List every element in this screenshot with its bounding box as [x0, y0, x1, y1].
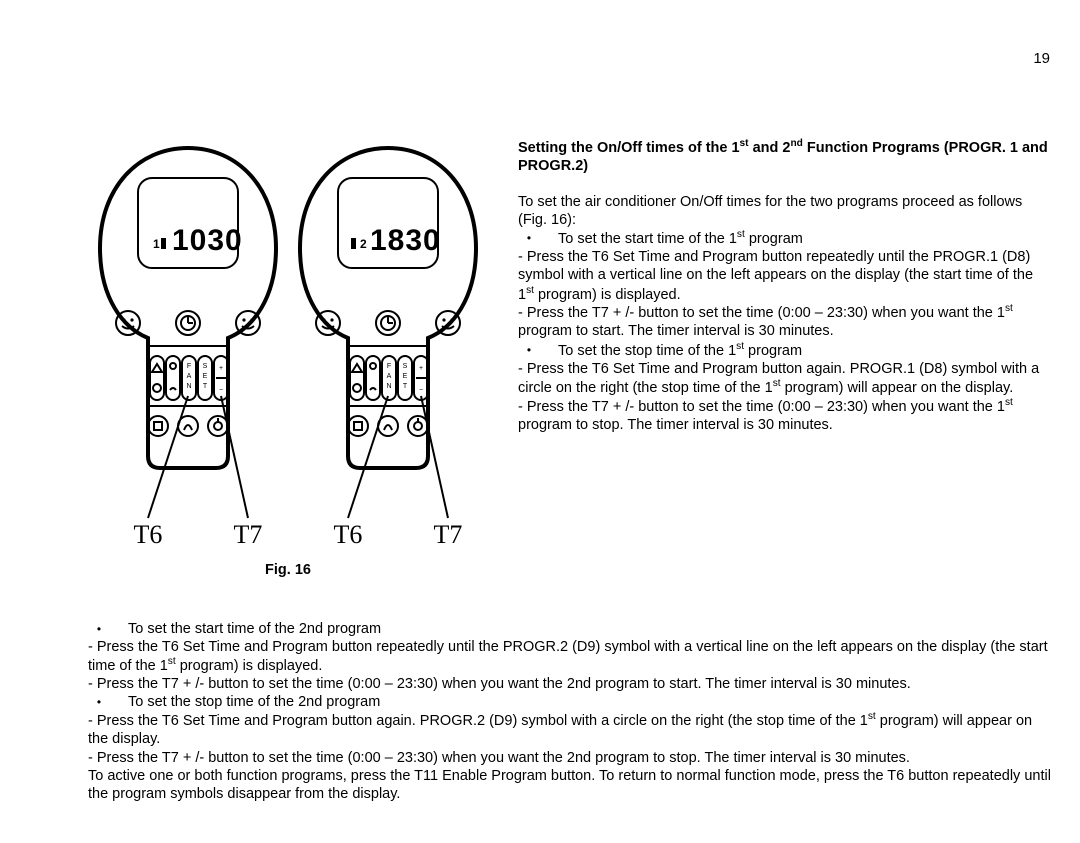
bullet-text: To set the stop time of the 2nd program — [128, 693, 380, 711]
paragraph-text: program to start. The timer interval is … — [518, 323, 834, 339]
paragraph-text: program to stop. The timer interval is 3… — [518, 417, 833, 433]
left-t7-label: T7 — [234, 520, 263, 549]
bullet-text: To set the start time of the 1 — [558, 231, 737, 247]
bullet-sup: st — [736, 341, 744, 352]
heading-part: Setting the On/Off times of the 1 — [518, 140, 740, 156]
bullet-text: program — [744, 342, 802, 358]
paragraph: - Press the T7 + /- button to set the ti… — [88, 749, 1052, 767]
right-lcd-value: 1830 — [370, 224, 441, 257]
right-t6-label: T6 — [334, 520, 363, 549]
top-row: F A N S E T + − — [88, 138, 1052, 578]
paragraph: - Press the T6 Set Time and Program butt… — [88, 638, 1052, 675]
bullet-3: • To set the start time of the 2nd progr… — [88, 620, 1052, 638]
figure-16-illustration: F A N S E T + − — [88, 138, 488, 558]
left-t6-label: T6 — [134, 520, 163, 549]
paragraph-text: program) is displayed. — [534, 286, 681, 302]
section-heading: Setting the On/Off times of the 1st and … — [518, 138, 1052, 175]
paragraph-sup: st — [526, 285, 534, 296]
paragraph: - Press the T7 + /- button to set the ti… — [88, 675, 1052, 693]
paragraph: - Press the T6 Set Time and Program butt… — [518, 360, 1052, 397]
bullet-text: To set the start time of the 2nd program — [128, 620, 381, 638]
bullet-icon: • — [518, 229, 540, 247]
paragraph: - Press the T7 + /- button to set the ti… — [518, 397, 1052, 434]
heading-part: and 2 — [749, 140, 791, 156]
figure-caption: Fig. 16 — [88, 562, 488, 578]
paragraph: To active one or both function programs,… — [88, 767, 1052, 803]
paragraph-sup: st — [773, 378, 781, 389]
right-lcd-indicator: 2 — [360, 237, 367, 251]
manual-page: 19 — [0, 0, 1080, 843]
left-lcd-value: 1030 — [172, 224, 243, 257]
bullet-1: • To set the start time of the 1st progr… — [518, 229, 1052, 248]
paragraph-text: - Press the T6 Set Time and Program butt… — [88, 713, 868, 729]
paragraph: - Press the T7 + /- button to set the ti… — [518, 303, 1052, 340]
intro-paragraph: To set the air conditioner On/Off times … — [518, 193, 1052, 229]
bullet-icon: • — [88, 693, 110, 711]
paragraph: - Press the T6 Set Time and Program butt… — [88, 711, 1052, 748]
left-lcd-indicator: 1 — [153, 237, 160, 251]
heading-sup: nd — [790, 138, 802, 149]
heading-sup: st — [740, 138, 749, 149]
paragraph-sup: st — [168, 656, 176, 667]
right-t7-label: T7 — [434, 520, 463, 549]
instructions-right-column: Setting the On/Off times of the 1st and … — [518, 138, 1052, 434]
bullet-4: • To set the stop time of the 2nd progra… — [88, 693, 1052, 711]
paragraph-sup: st — [868, 711, 876, 722]
bullet-icon: • — [518, 341, 540, 359]
bullet-sup: st — [737, 229, 745, 240]
paragraph-text: program) is displayed. — [176, 658, 323, 674]
paragraph: - Press the T6 Set Time and Program butt… — [518, 248, 1052, 303]
instructions-bottom: • To set the start time of the 2nd progr… — [88, 620, 1052, 803]
bullet-text: To set the stop time of the 1 — [558, 342, 736, 358]
bullet-2: • To set the stop time of the 1st progra… — [518, 341, 1052, 360]
paragraph-text: - Press the T7 + /- button to set the ti… — [518, 305, 1005, 321]
paragraph-text: program) will appear on the display. — [781, 379, 1014, 395]
bullet-text: program — [745, 231, 803, 247]
figure-column: F A N S E T + − — [88, 138, 488, 578]
paragraph-text: - Press the T7 + /- button to set the ti… — [518, 398, 1005, 414]
paragraph-sup: st — [1005, 397, 1013, 408]
paragraph-sup: st — [1005, 303, 1013, 314]
page-number: 19 — [1033, 50, 1050, 67]
bullet-icon: • — [88, 620, 110, 638]
